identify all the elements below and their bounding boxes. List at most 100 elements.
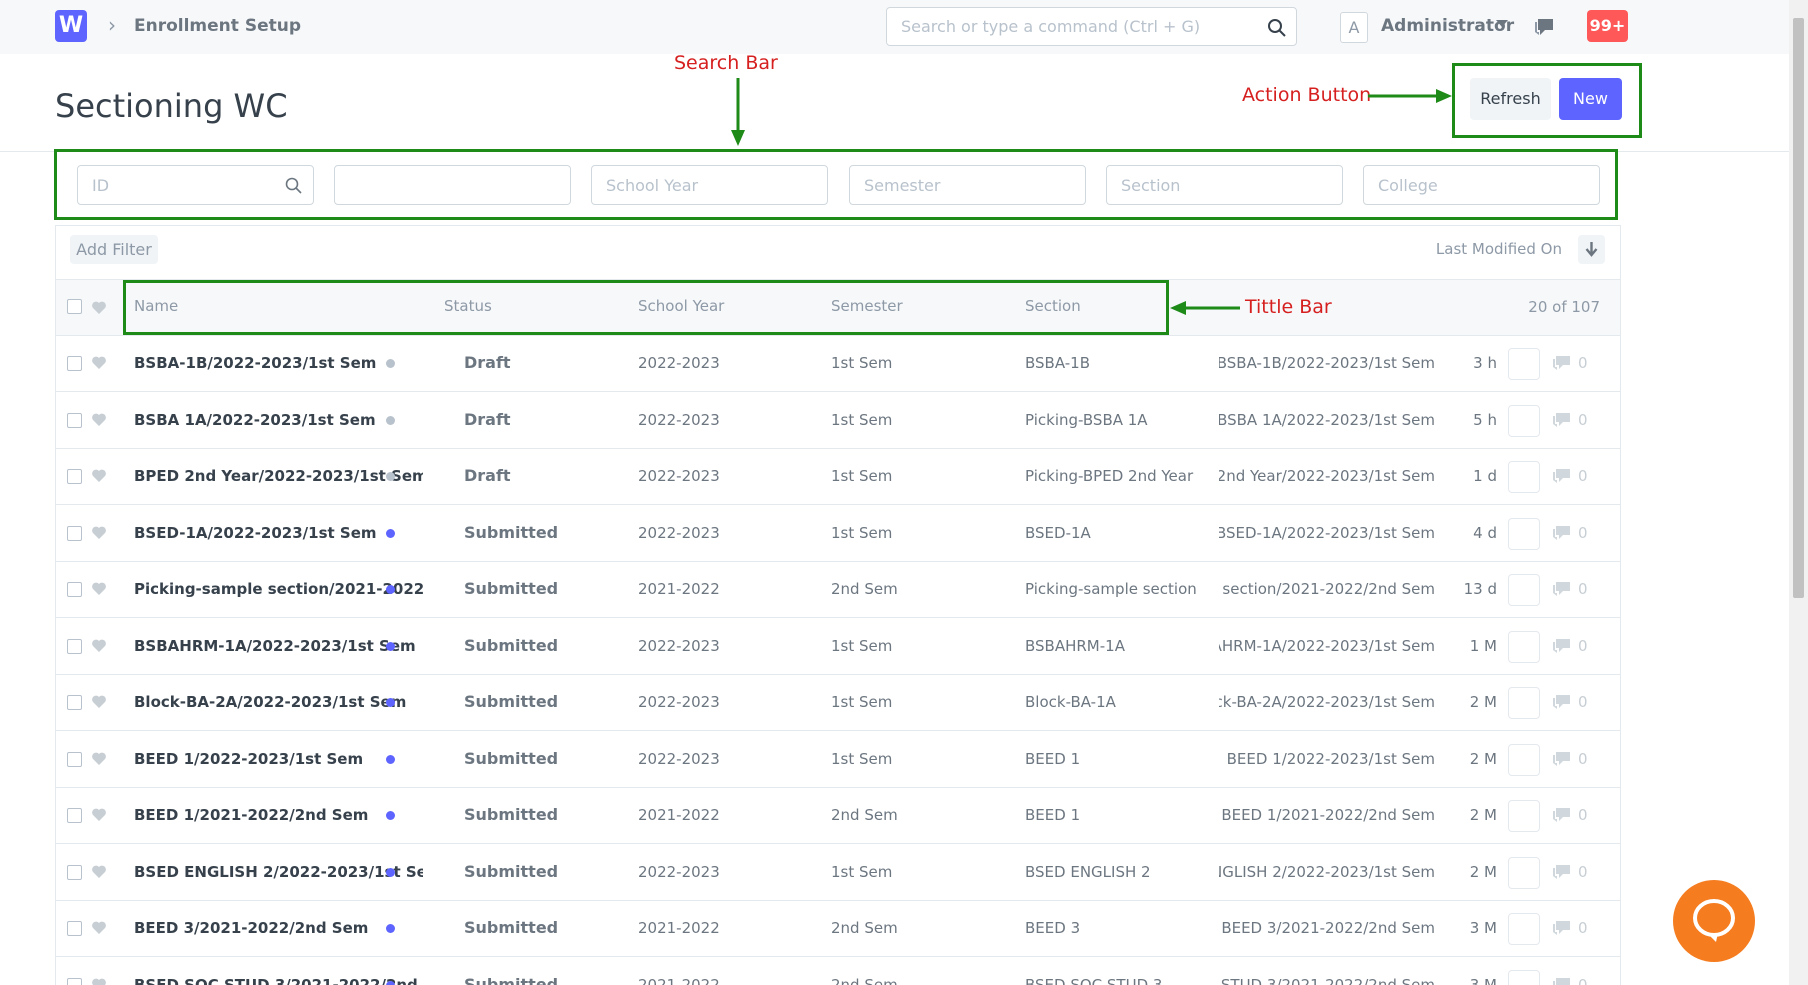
- row-name[interactable]: Block-BA-2A/2022-2023/1st Sem: [134, 693, 407, 711]
- like-icon[interactable]: [91, 412, 107, 427]
- like-icon[interactable]: [91, 920, 107, 935]
- chat-icon[interactable]: [1533, 16, 1557, 38]
- checkbox[interactable]: [67, 525, 82, 541]
- refresh-button[interactable]: Refresh: [1470, 78, 1551, 120]
- filter-input[interactable]: ID: [77, 165, 314, 205]
- notification-badge[interactable]: 99+: [1587, 10, 1628, 42]
- filter-input[interactable]: College: [1363, 165, 1600, 205]
- semester: 1st Sem: [831, 862, 893, 881]
- modified: 3 M: [1469, 975, 1497, 985]
- like-icon[interactable]: [91, 355, 107, 370]
- filter-input[interactable]: School Year: [591, 165, 828, 205]
- global-search[interactable]: Search or type a command (Ctrl + G): [886, 7, 1297, 46]
- list-row[interactable]: BEED 1/2021-2022/2nd Sem Submitted 2021-20…: [55, 787, 1621, 844]
- checkbox[interactable]: [67, 412, 82, 428]
- like-icon[interactable]: [91, 864, 107, 879]
- list-row[interactable]: BEED 3/2021-2022/2nd Sem Submitted 2021-20…: [55, 900, 1621, 957]
- row-name[interactable]: BSBAHRM-1A/2022-2023/1st Sem: [134, 636, 416, 655]
- scroll-thumb[interactable]: [1793, 18, 1804, 598]
- row-name[interactable]: BSED ENGLISH 2/2022-2023/1st Sem: [134, 862, 423, 881]
- like-icon[interactable]: [91, 807, 107, 822]
- list-row[interactable]: BSED SOC STUD 3/2021-2022/2nd Sem Submitt…: [55, 957, 1621, 985]
- sort-button[interactable]: [1578, 235, 1605, 264]
- breadcrumb[interactable]: Enrollment Setup: [134, 16, 301, 36]
- list-row[interactable]: BSBA-1B/2022-2023/1st Sem Draft 2022-2023 1…: [55, 335, 1621, 392]
- semester: 1st Sem: [831, 693, 893, 711]
- filter-input[interactable]: Semester: [849, 165, 1086, 205]
- list-row[interactable]: Picking-sample section/2021-2022/2nd Sem…: [55, 561, 1621, 618]
- filter-input[interactable]: [334, 165, 571, 205]
- checkbox[interactable]: [67, 977, 82, 985]
- comment-count: 0: [1578, 975, 1588, 985]
- checkbox[interactable]: [67, 469, 82, 484]
- comment-icon: [1553, 525, 1570, 540]
- column-header: Semester: [831, 297, 903, 315]
- row-name[interactable]: BSBA 1A/2022-2023/1st Sem: [134, 410, 376, 429]
- assign-box[interactable]: [1508, 687, 1540, 719]
- like-icon[interactable]: [91, 300, 107, 315]
- checkbox[interactable]: [67, 808, 82, 823]
- checkbox[interactable]: [67, 695, 82, 710]
- checkbox[interactable]: [67, 921, 82, 936]
- scrollbar[interactable]: [1789, 0, 1808, 985]
- like-icon[interactable]: [91, 751, 107, 766]
- new-button[interactable]: New: [1559, 78, 1622, 120]
- chat-widget[interactable]: [1673, 880, 1755, 962]
- row-name[interactable]: Picking-sample section/2021-2022/2nd Sem: [134, 580, 423, 598]
- row-name[interactable]: BEED 1/2021-2022/2nd Sem: [134, 806, 369, 824]
- status-dot: [386, 867, 395, 877]
- row-name[interactable]: BSED-1A/2022-2023/1st Sem: [134, 523, 377, 542]
- assign-box[interactable]: [1508, 743, 1540, 776]
- list-row[interactable]: BEED 1/2022-2023/1st Sem Submitted 2022-20…: [55, 731, 1621, 788]
- like-icon[interactable]: [91, 638, 107, 653]
- assign-box[interactable]: [1508, 404, 1540, 437]
- assign-box[interactable]: [1508, 913, 1540, 945]
- row-name[interactable]: BSBA-1B/2022-2023/1st Sem: [134, 354, 377, 372]
- checkbox[interactable]: [67, 751, 82, 767]
- list-row[interactable]: BSED ENGLISH 2/2022-2023/1st Sem Submitte…: [55, 844, 1621, 901]
- like-icon[interactable]: [91, 581, 107, 596]
- comment-icon: [1553, 412, 1570, 427]
- add-filter[interactable]: Add Filter: [70, 235, 158, 264]
- assign-box[interactable]: [1508, 856, 1540, 889]
- checkbox[interactable]: [67, 864, 82, 880]
- row-name[interactable]: BSED SOC STUD 3/2021-2022/2nd Sem: [134, 975, 423, 985]
- assign-box[interactable]: [1508, 630, 1540, 663]
- row-id-clip: BSBA-1B/2022-2023/1st Sem: [1219, 335, 1435, 391]
- row-name[interactable]: BEED 3/2021-2022/2nd Sem: [134, 919, 369, 937]
- checkbox[interactable]: [67, 356, 82, 371]
- like-icon[interactable]: [91, 525, 107, 540]
- list-row[interactable]: BSBAHRM-1A/2022-2023/1st Sem Submitted 202…: [55, 618, 1621, 675]
- list-row[interactable]: Block-BA-2A/2022-2023/1st Sem Submitted 20…: [55, 674, 1621, 731]
- row-name[interactable]: BPED 2nd Year/2022-2023/1st Sem: [134, 467, 423, 485]
- status-dot: [386, 359, 395, 368]
- checkbox[interactable]: [67, 299, 82, 314]
- list-row[interactable]: BPED 2nd Year/2022-2023/1st Sem Draft 2022…: [55, 448, 1621, 505]
- sort-label[interactable]: Last Modified On: [1435, 240, 1562, 258]
- row-id: BSED-1A/2022-2023/1st Sem: [1219, 523, 1435, 542]
- checkbox[interactable]: [67, 582, 82, 597]
- like-icon[interactable]: [91, 468, 107, 483]
- list-frame: [55, 225, 1621, 985]
- assign-box[interactable]: [1508, 969, 1540, 985]
- assign-box[interactable]: [1508, 800, 1540, 832]
- like-icon[interactable]: [91, 694, 107, 709]
- assign-box[interactable]: [1508, 348, 1540, 380]
- list-row[interactable]: BSED-1A/2022-2023/1st Sem Submitted 2022-2…: [55, 505, 1621, 562]
- comment-icon: [1553, 751, 1570, 766]
- user-menu[interactable]: Administrator: [1381, 16, 1515, 36]
- like-icon[interactable]: [91, 977, 107, 985]
- caret: [1496, 20, 1508, 27]
- assign-box[interactable]: [1508, 517, 1540, 550]
- filter-input[interactable]: Section: [1106, 165, 1343, 205]
- avatar[interactable]: A: [1340, 12, 1368, 43]
- row-name[interactable]: BEED 1/2022-2023/1st Sem: [134, 749, 364, 768]
- list-row[interactable]: BSBA 1A/2022-2023/1st Sem Draft 2022-2023 1…: [55, 392, 1621, 449]
- placeholder: Semester: [864, 175, 941, 195]
- assign-box[interactable]: [1508, 461, 1540, 493]
- section: BEED 3: [1025, 919, 1081, 937]
- comment-icon: [1553, 638, 1570, 653]
- assign-box[interactable]: [1508, 574, 1540, 606]
- logo[interactable]: W: [55, 10, 87, 42]
- checkbox[interactable]: [67, 638, 82, 654]
